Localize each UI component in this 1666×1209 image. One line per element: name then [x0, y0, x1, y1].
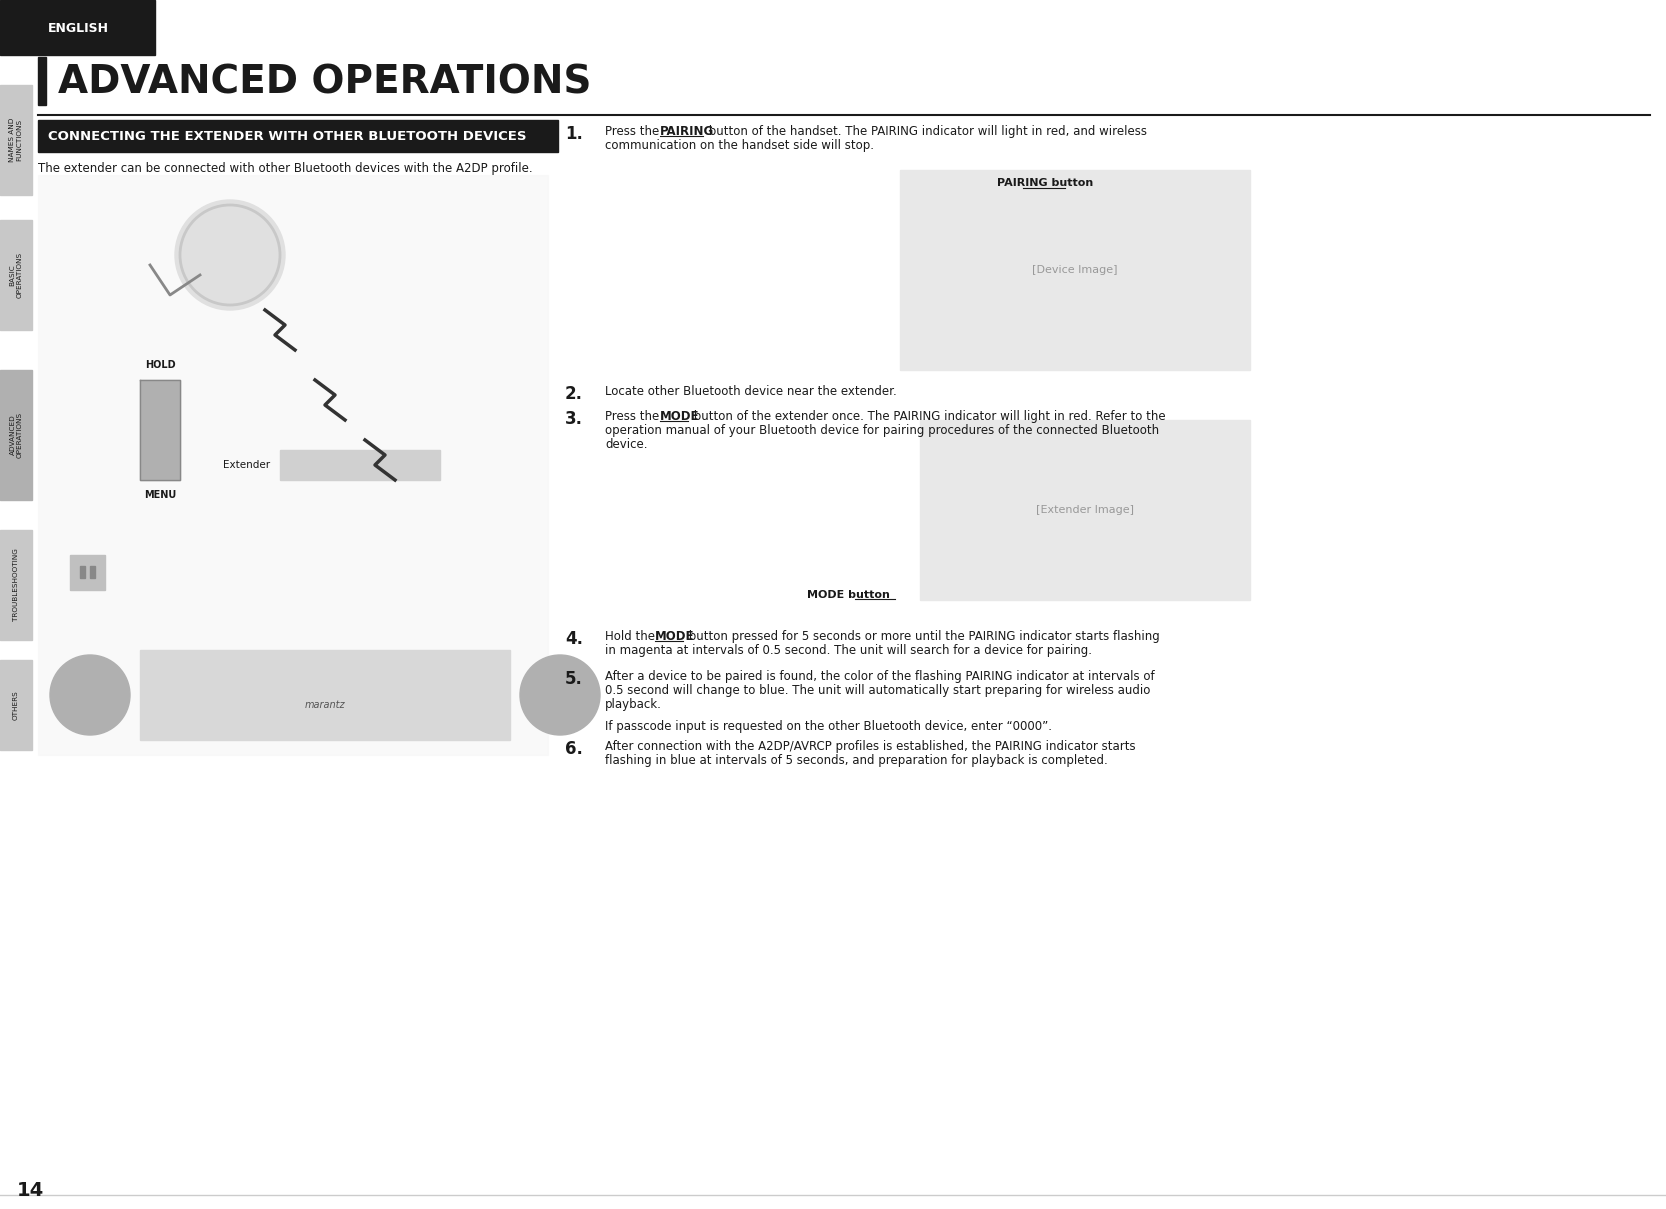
- Text: marantz: marantz: [305, 700, 345, 710]
- Bar: [0, 0, 155, 54]
- Text: 2.: 2.: [565, 384, 583, 403]
- Bar: [0, 530, 32, 640]
- Text: playback.: playback.: [605, 698, 661, 711]
- Text: Locate other Bluetooth device near the extender.: Locate other Bluetooth device near the e…: [605, 384, 896, 398]
- Text: Press the: Press the: [605, 410, 663, 423]
- Text: PAIRING button: PAIRING button: [996, 178, 1093, 189]
- Bar: [70, 555, 105, 590]
- Text: OTHERS: OTHERS: [13, 690, 18, 719]
- Text: 5.: 5.: [565, 670, 583, 688]
- Text: button pressed for 5 seconds or more until the PAIRING indicator starts flashing: button pressed for 5 seconds or more unt…: [685, 630, 1160, 643]
- Bar: [90, 566, 95, 578]
- Bar: [38, 175, 548, 754]
- Bar: [280, 450, 440, 480]
- Text: operation manual of your Bluetooth device for pairing procedures of the connecte: operation manual of your Bluetooth devic…: [605, 424, 1160, 436]
- Text: device.: device.: [605, 438, 648, 451]
- Text: communication on the handset side will stop.: communication on the handset side will s…: [605, 139, 875, 152]
- Text: [Device Image]: [Device Image]: [1033, 265, 1118, 274]
- Text: 3.: 3.: [565, 410, 583, 428]
- Text: MODE: MODE: [655, 630, 695, 643]
- Text: button of the handset. The PAIRING indicator will light in red, and wireless: button of the handset. The PAIRING indic…: [705, 125, 1146, 138]
- Text: MODE button: MODE button: [806, 590, 890, 600]
- Bar: [900, 170, 1250, 370]
- Text: HOLD: HOLD: [145, 360, 175, 370]
- Circle shape: [520, 655, 600, 735]
- Text: ENGLISH: ENGLISH: [48, 22, 108, 35]
- Text: flashing in blue at intervals of 5 seconds, and preparation for playback is comp: flashing in blue at intervals of 5 secon…: [605, 754, 1108, 767]
- Text: After a device to be paired is found, the color of the flashing PAIRING indicato: After a device to be paired is found, th…: [605, 670, 1155, 683]
- Text: [Extender Image]: [Extender Image]: [1036, 505, 1135, 515]
- Text: 14: 14: [17, 1180, 43, 1199]
- Text: MODE: MODE: [660, 410, 700, 423]
- Text: ADVANCED OPERATIONS: ADVANCED OPERATIONS: [58, 63, 591, 102]
- Bar: [0, 220, 32, 330]
- Text: MENU: MENU: [143, 490, 177, 501]
- Text: PAIRING: PAIRING: [660, 125, 715, 138]
- Text: button of the extender once. The PAIRING indicator will light in red. Refer to t: button of the extender once. The PAIRING…: [690, 410, 1166, 423]
- Text: ADVANCED
OPERATIONS: ADVANCED OPERATIONS: [10, 412, 23, 458]
- Text: BASIC
OPERATIONS: BASIC OPERATIONS: [10, 251, 23, 299]
- Text: 4.: 4.: [565, 630, 583, 648]
- Text: TROUBLESHOOTING: TROUBLESHOOTING: [13, 549, 18, 621]
- Text: 6.: 6.: [565, 740, 583, 758]
- Bar: [0, 370, 32, 501]
- Bar: [38, 57, 47, 105]
- Text: Hold the: Hold the: [605, 630, 658, 643]
- Circle shape: [50, 655, 130, 735]
- Polygon shape: [140, 380, 180, 480]
- Text: Extender: Extender: [223, 459, 270, 470]
- Text: in magenta at intervals of 0.5 second. The unit will search for a device for pai: in magenta at intervals of 0.5 second. T…: [605, 644, 1091, 656]
- Bar: [0, 660, 32, 750]
- Bar: [140, 650, 510, 740]
- Text: If passcode input is requested on the other Bluetooth device, enter “0000”.: If passcode input is requested on the ot…: [605, 721, 1051, 733]
- Bar: [80, 566, 85, 578]
- Bar: [38, 120, 558, 152]
- Text: NAMES AND
FUNCTIONS: NAMES AND FUNCTIONS: [10, 117, 23, 162]
- Text: The extender can be connected with other Bluetooth devices with the A2DP profile: The extender can be connected with other…: [38, 162, 533, 175]
- Text: After connection with the A2DP/AVRCP profiles is established, the PAIRING indica: After connection with the A2DP/AVRCP pro…: [605, 740, 1136, 753]
- Text: CONNECTING THE EXTENDER WITH OTHER BLUETOOTH DEVICES: CONNECTING THE EXTENDER WITH OTHER BLUET…: [48, 129, 526, 143]
- Circle shape: [175, 199, 285, 310]
- Bar: [0, 85, 32, 195]
- Text: 0.5 second will change to blue. The unit will automatically start preparing for : 0.5 second will change to blue. The unit…: [605, 684, 1151, 698]
- Text: 1.: 1.: [565, 125, 583, 143]
- Text: Press the: Press the: [605, 125, 663, 138]
- Bar: [920, 420, 1250, 600]
